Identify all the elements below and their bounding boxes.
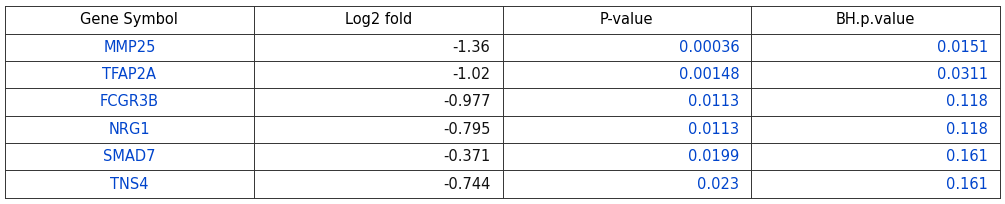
Text: -0.371: -0.371 [443, 149, 490, 164]
Text: BH.p.value: BH.p.value [836, 12, 916, 27]
Text: 0.0199: 0.0199 [688, 149, 740, 164]
Text: MMP25: MMP25 [104, 40, 156, 55]
Text: 0.0113: 0.0113 [688, 122, 740, 137]
Text: 0.0311: 0.0311 [937, 67, 988, 82]
Text: -1.02: -1.02 [452, 67, 490, 82]
Text: 0.161: 0.161 [946, 149, 988, 164]
Text: TNS4: TNS4 [111, 177, 149, 192]
Text: TFAP2A: TFAP2A [103, 67, 157, 82]
Text: 0.023: 0.023 [697, 177, 740, 192]
Text: 0.118: 0.118 [946, 122, 988, 137]
Text: 0.00148: 0.00148 [678, 67, 740, 82]
Text: -0.795: -0.795 [443, 122, 490, 137]
Text: 0.0113: 0.0113 [688, 94, 740, 110]
Text: 0.00036: 0.00036 [678, 40, 740, 55]
Text: P-value: P-value [600, 12, 653, 27]
Text: -1.36: -1.36 [452, 40, 490, 55]
Text: NRG1: NRG1 [109, 122, 150, 137]
Text: Log2 fold: Log2 fold [345, 12, 412, 27]
Text: -0.977: -0.977 [443, 94, 490, 110]
Text: Gene Symbol: Gene Symbol [80, 12, 178, 27]
Text: 0.0151: 0.0151 [937, 40, 988, 55]
Text: SMAD7: SMAD7 [104, 149, 156, 164]
Text: 0.118: 0.118 [946, 94, 988, 110]
Text: FCGR3B: FCGR3B [99, 94, 159, 110]
Text: -0.744: -0.744 [443, 177, 490, 192]
Text: 0.161: 0.161 [946, 177, 988, 192]
